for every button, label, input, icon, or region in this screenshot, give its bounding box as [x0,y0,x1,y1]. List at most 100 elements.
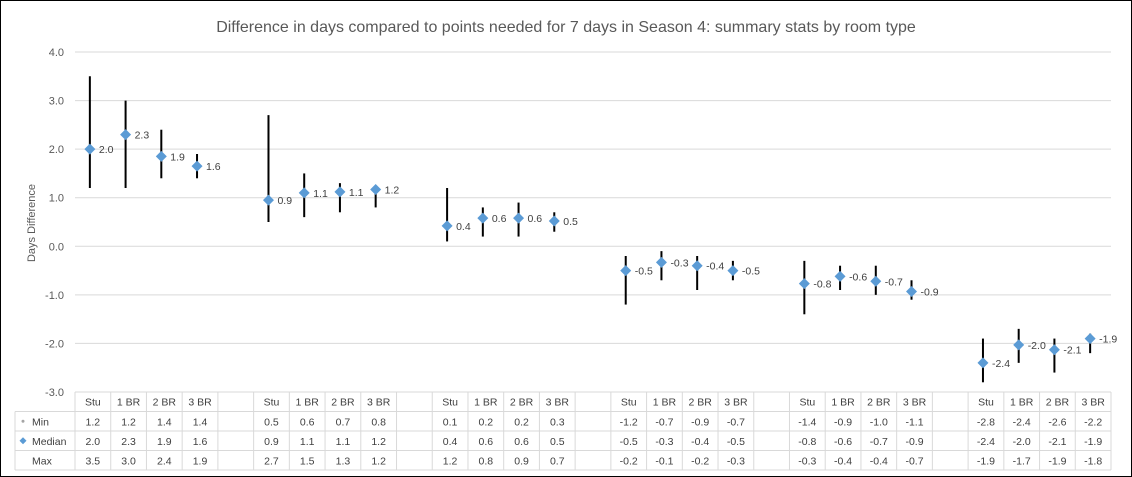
table-cell: 0.1 [443,416,458,428]
table-cell: -1.0 [870,416,888,428]
table-cell: -0.6 [834,436,852,448]
table-cell: 1.2 [371,455,386,467]
table-cell: 1.1 [300,436,315,448]
data-label: -1.9 [1099,334,1117,346]
category-label: Stu [85,397,101,409]
median-marker [870,275,882,287]
median-marker [620,265,632,277]
y-tick-label: 0.0 [49,241,64,253]
category-label: 3 BR [367,397,391,409]
category-label: 1 BR [1010,397,1034,409]
data-label: -2.1 [1063,345,1081,357]
median-marker [477,212,489,224]
category-label: 1 BR [117,397,141,409]
table-cell: -0.9 [905,436,923,448]
table-cell: -0.4 [870,455,888,467]
median-marker [262,194,274,206]
category-label: 3 BR [1081,397,1105,409]
data-label: 0.4 [456,221,471,233]
median-marker [655,256,667,268]
table-cell: -0.1 [655,455,673,467]
table-cell: 0.6 [514,436,529,448]
median-marker [1013,339,1025,351]
median-marker [798,278,810,290]
data-label: 1.9 [170,151,185,163]
data-label: 0.5 [563,216,578,228]
table-cell: -0.2 [691,455,709,467]
data-label: -2.4 [992,358,1010,370]
table-cell: -0.5 [727,436,745,448]
table-cell: -2.1 [1048,436,1066,448]
table-cell: -1.9 [1048,455,1066,467]
data-label: -2.0 [1028,340,1046,352]
table-cell: -0.9 [834,416,852,428]
table-cell: 0.9 [514,455,529,467]
table-cell: -2.6 [1048,416,1066,428]
table-cell: 1.2 [121,416,136,428]
median-marker [906,285,918,297]
category-label: 1 BR [474,397,498,409]
table-cell: 1.3 [336,455,351,467]
data-label: 2.3 [135,130,150,142]
median-marker [334,186,346,198]
data-label: -0.8 [813,279,831,291]
table-cell: 1.9 [157,436,172,448]
y-tick-label: -1.0 [45,290,64,302]
table-cell: -0.7 [727,416,745,428]
table-cell: 0.4 [443,436,458,448]
table-cell: 0.7 [550,455,565,467]
table-cell: 2.7 [264,455,279,467]
table-cell: -1.1 [905,416,923,428]
table-cell: 1.2 [371,436,386,448]
data-label: 0.6 [492,213,507,225]
table-cell: 1.1 [336,436,351,448]
data-label: 1.1 [313,188,328,200]
table-cell: 0.2 [514,416,529,428]
data-label: -0.5 [635,266,653,278]
data-label: 0.6 [528,213,543,225]
data-labels: 2.0 2.3 1.9 1.6 0.9 1.1 1.1 1.2 0.4 0.6 0.6 0.5 -0.5… [99,130,1118,370]
category-label: Stu [799,397,815,409]
table-cell: 2.0 [86,436,101,448]
median-marker [370,183,382,195]
category-label: Stu [442,397,458,409]
category-label: 2 BR [510,397,534,409]
table-cell: 0.3 [550,416,565,428]
median-marker [834,270,846,282]
legend-min-key [21,419,25,423]
table-cell: 0.7 [336,416,351,428]
table-cell: -2.4 [1013,416,1031,428]
category-label: 2 BR [867,397,891,409]
y-tick-label: 4.0 [49,47,64,59]
table-cell: 0.5 [550,436,565,448]
data-label: -0.5 [742,266,760,278]
category-label: 3 BR [188,397,212,409]
table-cell: 0.8 [371,416,386,428]
table-cell: 3.0 [121,455,136,467]
table-cell: -0.7 [905,455,923,467]
table-cell: 1.5 [300,455,315,467]
table-cell: -2.0 [1013,436,1031,448]
category-label: Stu [621,397,637,409]
data-label: -0.6 [849,271,867,283]
table-cell: -2.4 [977,436,995,448]
table-cell: -0.5 [620,436,638,448]
category-label: Stu [264,397,280,409]
series-name: Min [32,416,49,428]
table-cell: -0.4 [834,455,852,467]
data-table: Stu 1 BR 2 BR 3 BR Stu 1 BR 2 BR 3 BR Stu 1 BR 2 B… [14,391,1112,471]
table-cell: -2.2 [1084,416,1102,428]
median-marker [977,357,989,369]
table-cell: 0.5 [264,416,279,428]
data-label: -0.3 [670,257,688,269]
median-marker [155,150,167,162]
table-cell: -1.7 [1013,455,1031,467]
table-cell: -1.9 [977,455,995,467]
category-label: 3 BR [546,397,570,409]
category-label: 3 BR [724,397,748,409]
y-axis-label: Days Difference [26,184,38,262]
category-label: 2 BR [331,397,355,409]
data-label: -0.9 [921,286,939,298]
category-label: 1 BR [296,397,320,409]
